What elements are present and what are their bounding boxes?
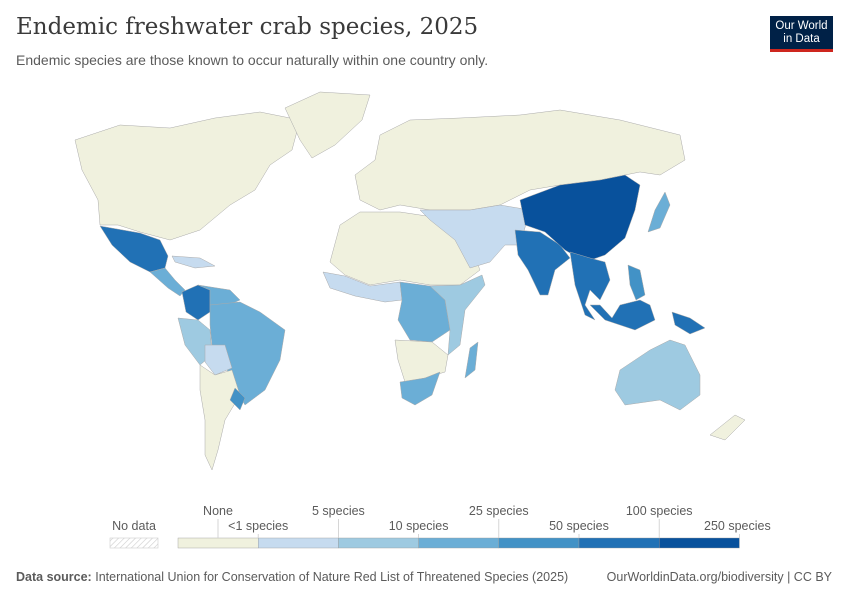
legend-swatch[interactable] — [338, 537, 419, 549]
legend-swatch[interactable] — [258, 537, 339, 549]
region-south-africa[interactable] — [399, 371, 441, 406]
region-philippines[interactable] — [627, 264, 646, 301]
legend-label: 10 species — [389, 519, 449, 533]
region-new-guinea[interactable] — [671, 311, 706, 335]
source-label: Data source: — [16, 570, 92, 584]
region-uruguay[interactable] — [229, 387, 246, 411]
footer-link[interactable]: OurWorldinData.org/biodiversity | CC BY — [606, 570, 832, 584]
region-southern-cone[interactable] — [199, 364, 241, 471]
region-australia[interactable] — [614, 339, 701, 411]
legend-swatch[interactable] — [177, 537, 259, 549]
map-legend: No data None<1 species 5 species 10 specie… — [109, 504, 771, 549]
legend-label: 5 species — [312, 504, 365, 518]
region-colombia[interactable] — [181, 284, 211, 321]
legend-label: None — [203, 504, 233, 518]
region-greenland[interactable] — [284, 91, 371, 159]
legend-label: 25 species — [469, 504, 529, 518]
region-central-america[interactable] — [149, 267, 186, 297]
region-middle-east[interactable] — [419, 204, 531, 269]
legend-swatch[interactable] — [578, 537, 660, 549]
region-brazil[interactable] — [209, 301, 286, 406]
legend-swatch[interactable] — [659, 537, 740, 549]
region-caribbean[interactable] — [171, 255, 216, 269]
page-title: Endemic freshwater crab species, 2025 — [16, 14, 479, 40]
region-japan[interactable] — [647, 191, 671, 233]
legend-label: <1 species — [228, 519, 288, 533]
region-bolivia[interactable] — [204, 344, 233, 376]
legend-no-data-label: No data — [112, 519, 156, 533]
page-subtitle: Endemic species are those known to occur… — [16, 52, 489, 68]
region-china[interactable] — [519, 174, 641, 263]
legend-label: 100 species — [626, 504, 693, 518]
region-indonesia[interactable] — [589, 299, 656, 331]
region-new-zealand[interactable] — [709, 414, 746, 441]
region-southern-africa[interactable] — [394, 339, 449, 383]
footer-source: Data source: International Union for Con… — [16, 570, 568, 584]
region-india[interactable] — [514, 229, 571, 296]
legend-label: 50 species — [549, 519, 609, 533]
region-north-america[interactable] — [74, 111, 301, 241]
legend-swatch[interactable] — [418, 537, 500, 549]
region-east-africa[interactable] — [429, 274, 486, 356]
legend-no-data-swatch[interactable] — [109, 537, 159, 549]
region-madagascar[interactable] — [464, 341, 479, 379]
region-mainland-se-asia[interactable] — [569, 251, 611, 321]
legend-swatch[interactable] — [498, 537, 580, 549]
legend-label: 250 species — [704, 519, 771, 533]
source-text[interactable]: International Union for Conservation of … — [95, 570, 569, 584]
owid-logo[interactable]: Our World in Data — [770, 16, 833, 52]
